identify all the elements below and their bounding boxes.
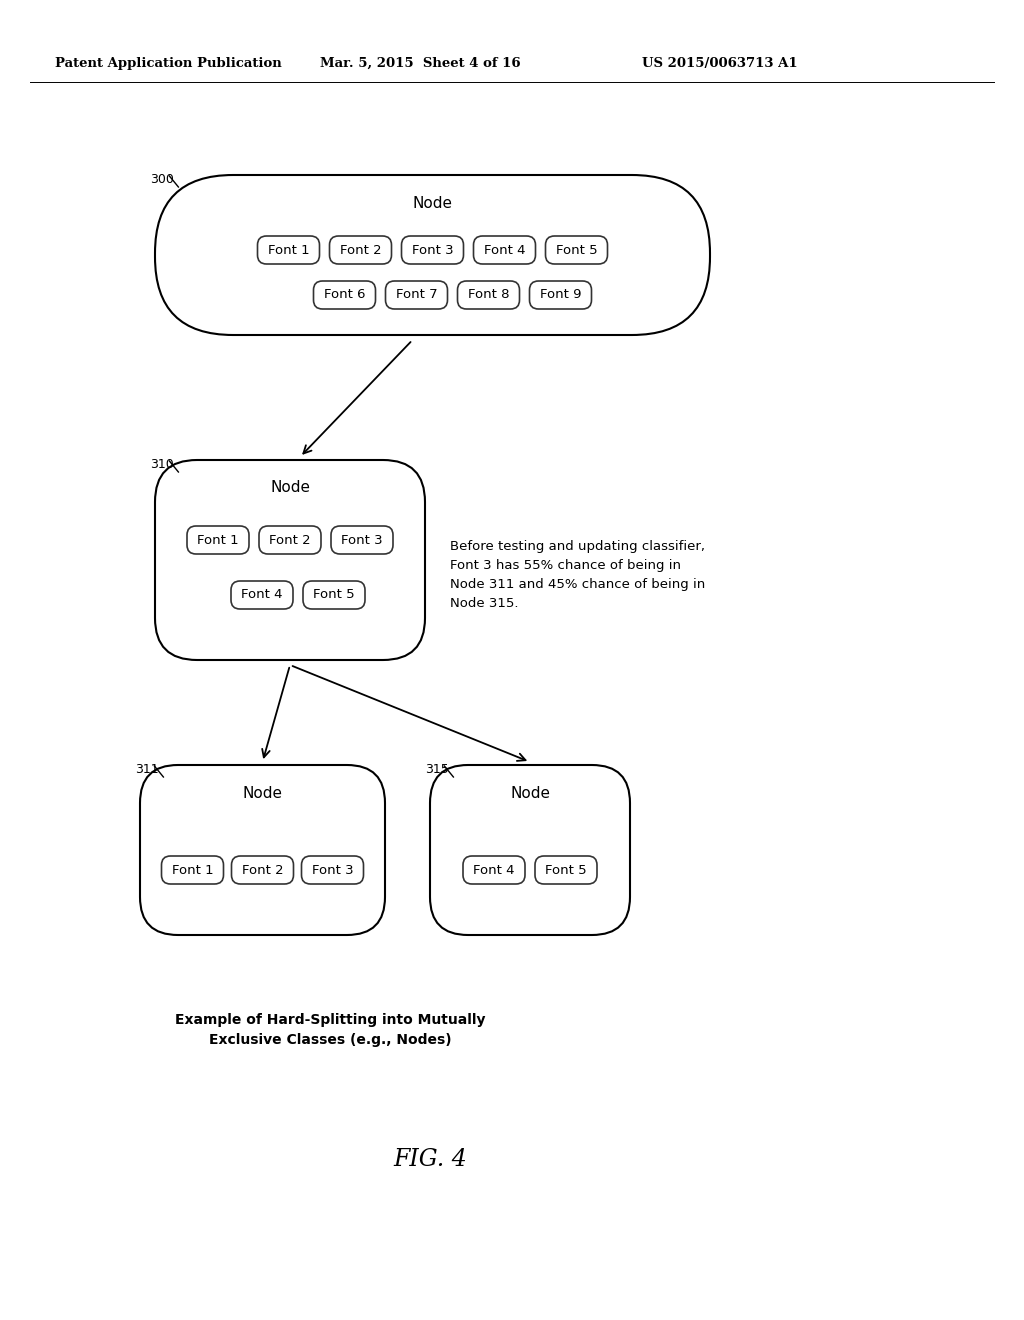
FancyBboxPatch shape [231, 581, 293, 609]
FancyBboxPatch shape [257, 236, 319, 264]
FancyBboxPatch shape [187, 525, 249, 554]
FancyBboxPatch shape [546, 236, 607, 264]
Text: Font 2: Font 2 [269, 533, 311, 546]
Text: Font 1: Font 1 [198, 533, 239, 546]
FancyBboxPatch shape [529, 281, 592, 309]
Text: Font 4: Font 4 [483, 243, 525, 256]
Text: Patent Application Publication: Patent Application Publication [54, 57, 282, 70]
Text: Node: Node [270, 480, 310, 495]
Text: US 2015/0063713 A1: US 2015/0063713 A1 [642, 57, 798, 70]
Text: Font 9: Font 9 [540, 289, 582, 301]
FancyBboxPatch shape [330, 236, 391, 264]
FancyBboxPatch shape [140, 766, 385, 935]
Text: Font 2: Font 2 [340, 243, 381, 256]
Text: FIG. 4: FIG. 4 [393, 1148, 467, 1172]
Text: 311: 311 [135, 763, 159, 776]
Text: Font 4: Font 4 [473, 863, 515, 876]
FancyBboxPatch shape [331, 525, 393, 554]
Text: Font 1: Font 1 [172, 863, 213, 876]
Text: Font 4: Font 4 [242, 589, 283, 602]
Text: 300: 300 [150, 173, 174, 186]
FancyBboxPatch shape [303, 581, 365, 609]
FancyBboxPatch shape [231, 855, 294, 884]
FancyBboxPatch shape [535, 855, 597, 884]
Text: Exclusive Classes (e.g., Nodes): Exclusive Classes (e.g., Nodes) [209, 1034, 452, 1047]
FancyBboxPatch shape [301, 855, 364, 884]
Text: Font 8: Font 8 [468, 289, 509, 301]
Text: 315: 315 [425, 763, 449, 776]
FancyBboxPatch shape [401, 236, 464, 264]
Text: Font 5: Font 5 [545, 863, 587, 876]
FancyBboxPatch shape [259, 525, 321, 554]
Text: Font 5: Font 5 [313, 589, 354, 602]
FancyBboxPatch shape [162, 855, 223, 884]
Text: Font 3: Font 3 [412, 243, 454, 256]
FancyBboxPatch shape [463, 855, 525, 884]
Text: Node: Node [243, 785, 283, 800]
Text: 310: 310 [150, 458, 174, 471]
FancyBboxPatch shape [155, 176, 710, 335]
Text: Node: Node [510, 785, 550, 800]
Text: Font 5: Font 5 [556, 243, 597, 256]
Text: Node: Node [413, 195, 453, 210]
Text: Font 7: Font 7 [395, 289, 437, 301]
FancyBboxPatch shape [458, 281, 519, 309]
Text: Font 3: Font 3 [341, 533, 383, 546]
FancyBboxPatch shape [155, 459, 425, 660]
Text: Font 3: Font 3 [311, 863, 353, 876]
Text: Mar. 5, 2015  Sheet 4 of 16: Mar. 5, 2015 Sheet 4 of 16 [319, 57, 520, 70]
Text: Font 1: Font 1 [267, 243, 309, 256]
FancyBboxPatch shape [313, 281, 376, 309]
FancyBboxPatch shape [385, 281, 447, 309]
Text: Before testing and updating classifier,
Font 3 has 55% chance of being in
Node 3: Before testing and updating classifier, … [450, 540, 706, 610]
FancyBboxPatch shape [430, 766, 630, 935]
FancyBboxPatch shape [473, 236, 536, 264]
Text: Font 2: Font 2 [242, 863, 284, 876]
Text: Example of Hard-Splitting into Mutually: Example of Hard-Splitting into Mutually [175, 1012, 485, 1027]
Text: Font 6: Font 6 [324, 289, 366, 301]
